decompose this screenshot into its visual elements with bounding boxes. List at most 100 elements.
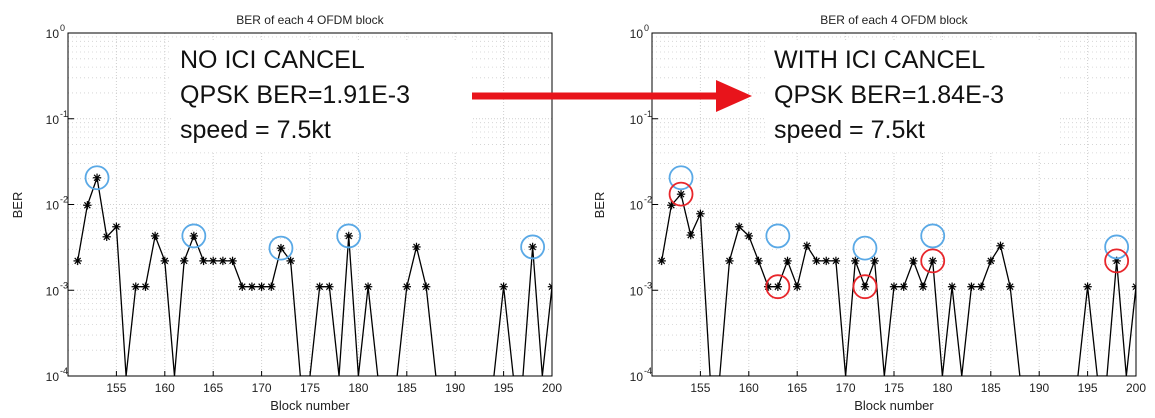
right-x-ticks: 155 160 165 170 175 180 185 190 195 200 [690, 371, 1146, 395]
left-data-point [131, 282, 140, 291]
right-blue-highlight-circle [852, 235, 878, 261]
right-x-tick-label: 175 [884, 381, 904, 395]
right-y-tick-base: 10 [630, 284, 644, 298]
left-x-tick-label: 200 [542, 381, 562, 395]
right-data-point [744, 231, 753, 241]
left-blue-highlight-circle [268, 235, 294, 261]
left-data-point [363, 282, 373, 291]
left-x-tick-label: 185 [397, 381, 417, 395]
right-x-tick-label: 200 [1126, 381, 1146, 395]
left-data-point [499, 282, 508, 291]
left-y-tick-exponent: -3 [60, 280, 68, 290]
comparison-arrow [472, 80, 752, 112]
right-y-tick-exponent: -1 [644, 109, 652, 119]
left-series [73, 173, 552, 376]
right-xlabel: Block number [854, 398, 934, 413]
left-y-tick-base: 10 [46, 284, 60, 298]
right-x-tick-label: 170 [836, 381, 856, 395]
right-data-point [773, 282, 783, 291]
left-x-tick-label: 170 [252, 381, 272, 395]
right-red-highlight-circle [920, 248, 946, 274]
right-data-point [754, 256, 763, 266]
right-plot-frame [651, 32, 1137, 377]
right-data-point [676, 189, 686, 199]
right-data-point [822, 256, 831, 266]
right-data-point [696, 209, 705, 218]
left-x-tick-label: 195 [494, 381, 514, 395]
left-x-tick-label: 160 [155, 381, 175, 395]
left-annotation-line-2: QPSK BER=1.91E-3 [180, 81, 410, 109]
left-data-point [267, 282, 276, 291]
left-chart: BER of each 4 OFDM block 10-410-310 -210-… [10, 13, 562, 413]
left-data-point [218, 256, 228, 266]
right-data-point [851, 256, 860, 266]
right-x-tick-label: 160 [739, 381, 759, 395]
right-data-point [947, 282, 957, 291]
left-x-tick-label: 165 [203, 381, 223, 395]
right-x-tick-label: 195 [1078, 381, 1098, 395]
right-x-tick-label: 190 [1029, 381, 1049, 395]
left-circles [84, 165, 546, 261]
left-y-tick-exponent: -4 [60, 366, 68, 376]
right-y-tick-exponent: -2 [644, 195, 652, 205]
left-y-tick-base: 10 [46, 27, 60, 41]
left-blue-highlight-circle [84, 165, 110, 191]
right-y-tick-base: 10 [630, 199, 644, 213]
right-data-point [802, 241, 812, 250]
right-data-point [996, 241, 1005, 250]
left-data-point [547, 282, 552, 291]
right-data-point [928, 256, 937, 266]
right-x-tick-label: 165 [787, 381, 807, 395]
left-data-point [102, 232, 111, 242]
right-data-point [1005, 282, 1015, 291]
right-data-point [918, 282, 928, 291]
right-y-tick-base: 10 [630, 113, 644, 127]
left-data-point [276, 243, 286, 253]
right-circles [668, 165, 1130, 300]
right-red-highlight-circle [668, 181, 694, 207]
left-data-point [199, 256, 208, 266]
left-y-tick-base: 10 [46, 113, 60, 127]
left-data-point [286, 256, 295, 266]
left-data-point [112, 222, 121, 231]
left-data-point [344, 231, 353, 241]
right-series [657, 189, 1136, 376]
right-blue-highlight-circle [920, 223, 946, 249]
right-red-highlight-circle [852, 274, 878, 300]
left-x-tick-label: 190 [445, 381, 465, 395]
right-blue-highlight-circle [1104, 234, 1130, 260]
right-annotation-line-2: QPSK BER=1.84E-3 [774, 81, 1004, 109]
right-data-point [734, 222, 744, 231]
left-data-point [315, 282, 324, 291]
right-blue-highlight-circle [765, 223, 791, 249]
left-data-point [150, 231, 160, 241]
left-y-tick-exponent: -2 [60, 195, 68, 205]
right-data-point [986, 256, 995, 266]
right-x-tick-label: 155 [690, 381, 710, 395]
left-blue-highlight-circle [336, 223, 362, 249]
left-data-point [141, 282, 150, 291]
left-plot-frame [67, 32, 553, 377]
right-data-point [899, 282, 908, 291]
left-data-point [325, 282, 334, 291]
right-data-point [1131, 282, 1136, 291]
left-data-point [528, 242, 537, 252]
left-y-tick-exponent: 0 [60, 23, 65, 33]
right-data-point [1083, 282, 1092, 291]
left-blue-highlight-circle [520, 234, 546, 260]
arrow-head [716, 80, 752, 112]
left-chart-title: BER of each 4 OFDM block [236, 13, 384, 27]
right-annotation-line-1: WITH ICI CANCEL [774, 46, 985, 74]
left-blue-highlight-circle [181, 223, 207, 249]
left-ylabel: BER [10, 192, 25, 219]
right-data-point [725, 256, 734, 266]
left-data-point [247, 282, 257, 291]
right-data-point [909, 256, 918, 266]
right-data-point [976, 282, 986, 291]
right-data-point [793, 282, 802, 291]
left-data-point [83, 201, 92, 210]
left-data-point [228, 256, 237, 266]
left-data-point [160, 256, 169, 266]
right-red-highlight-circle [765, 274, 791, 300]
